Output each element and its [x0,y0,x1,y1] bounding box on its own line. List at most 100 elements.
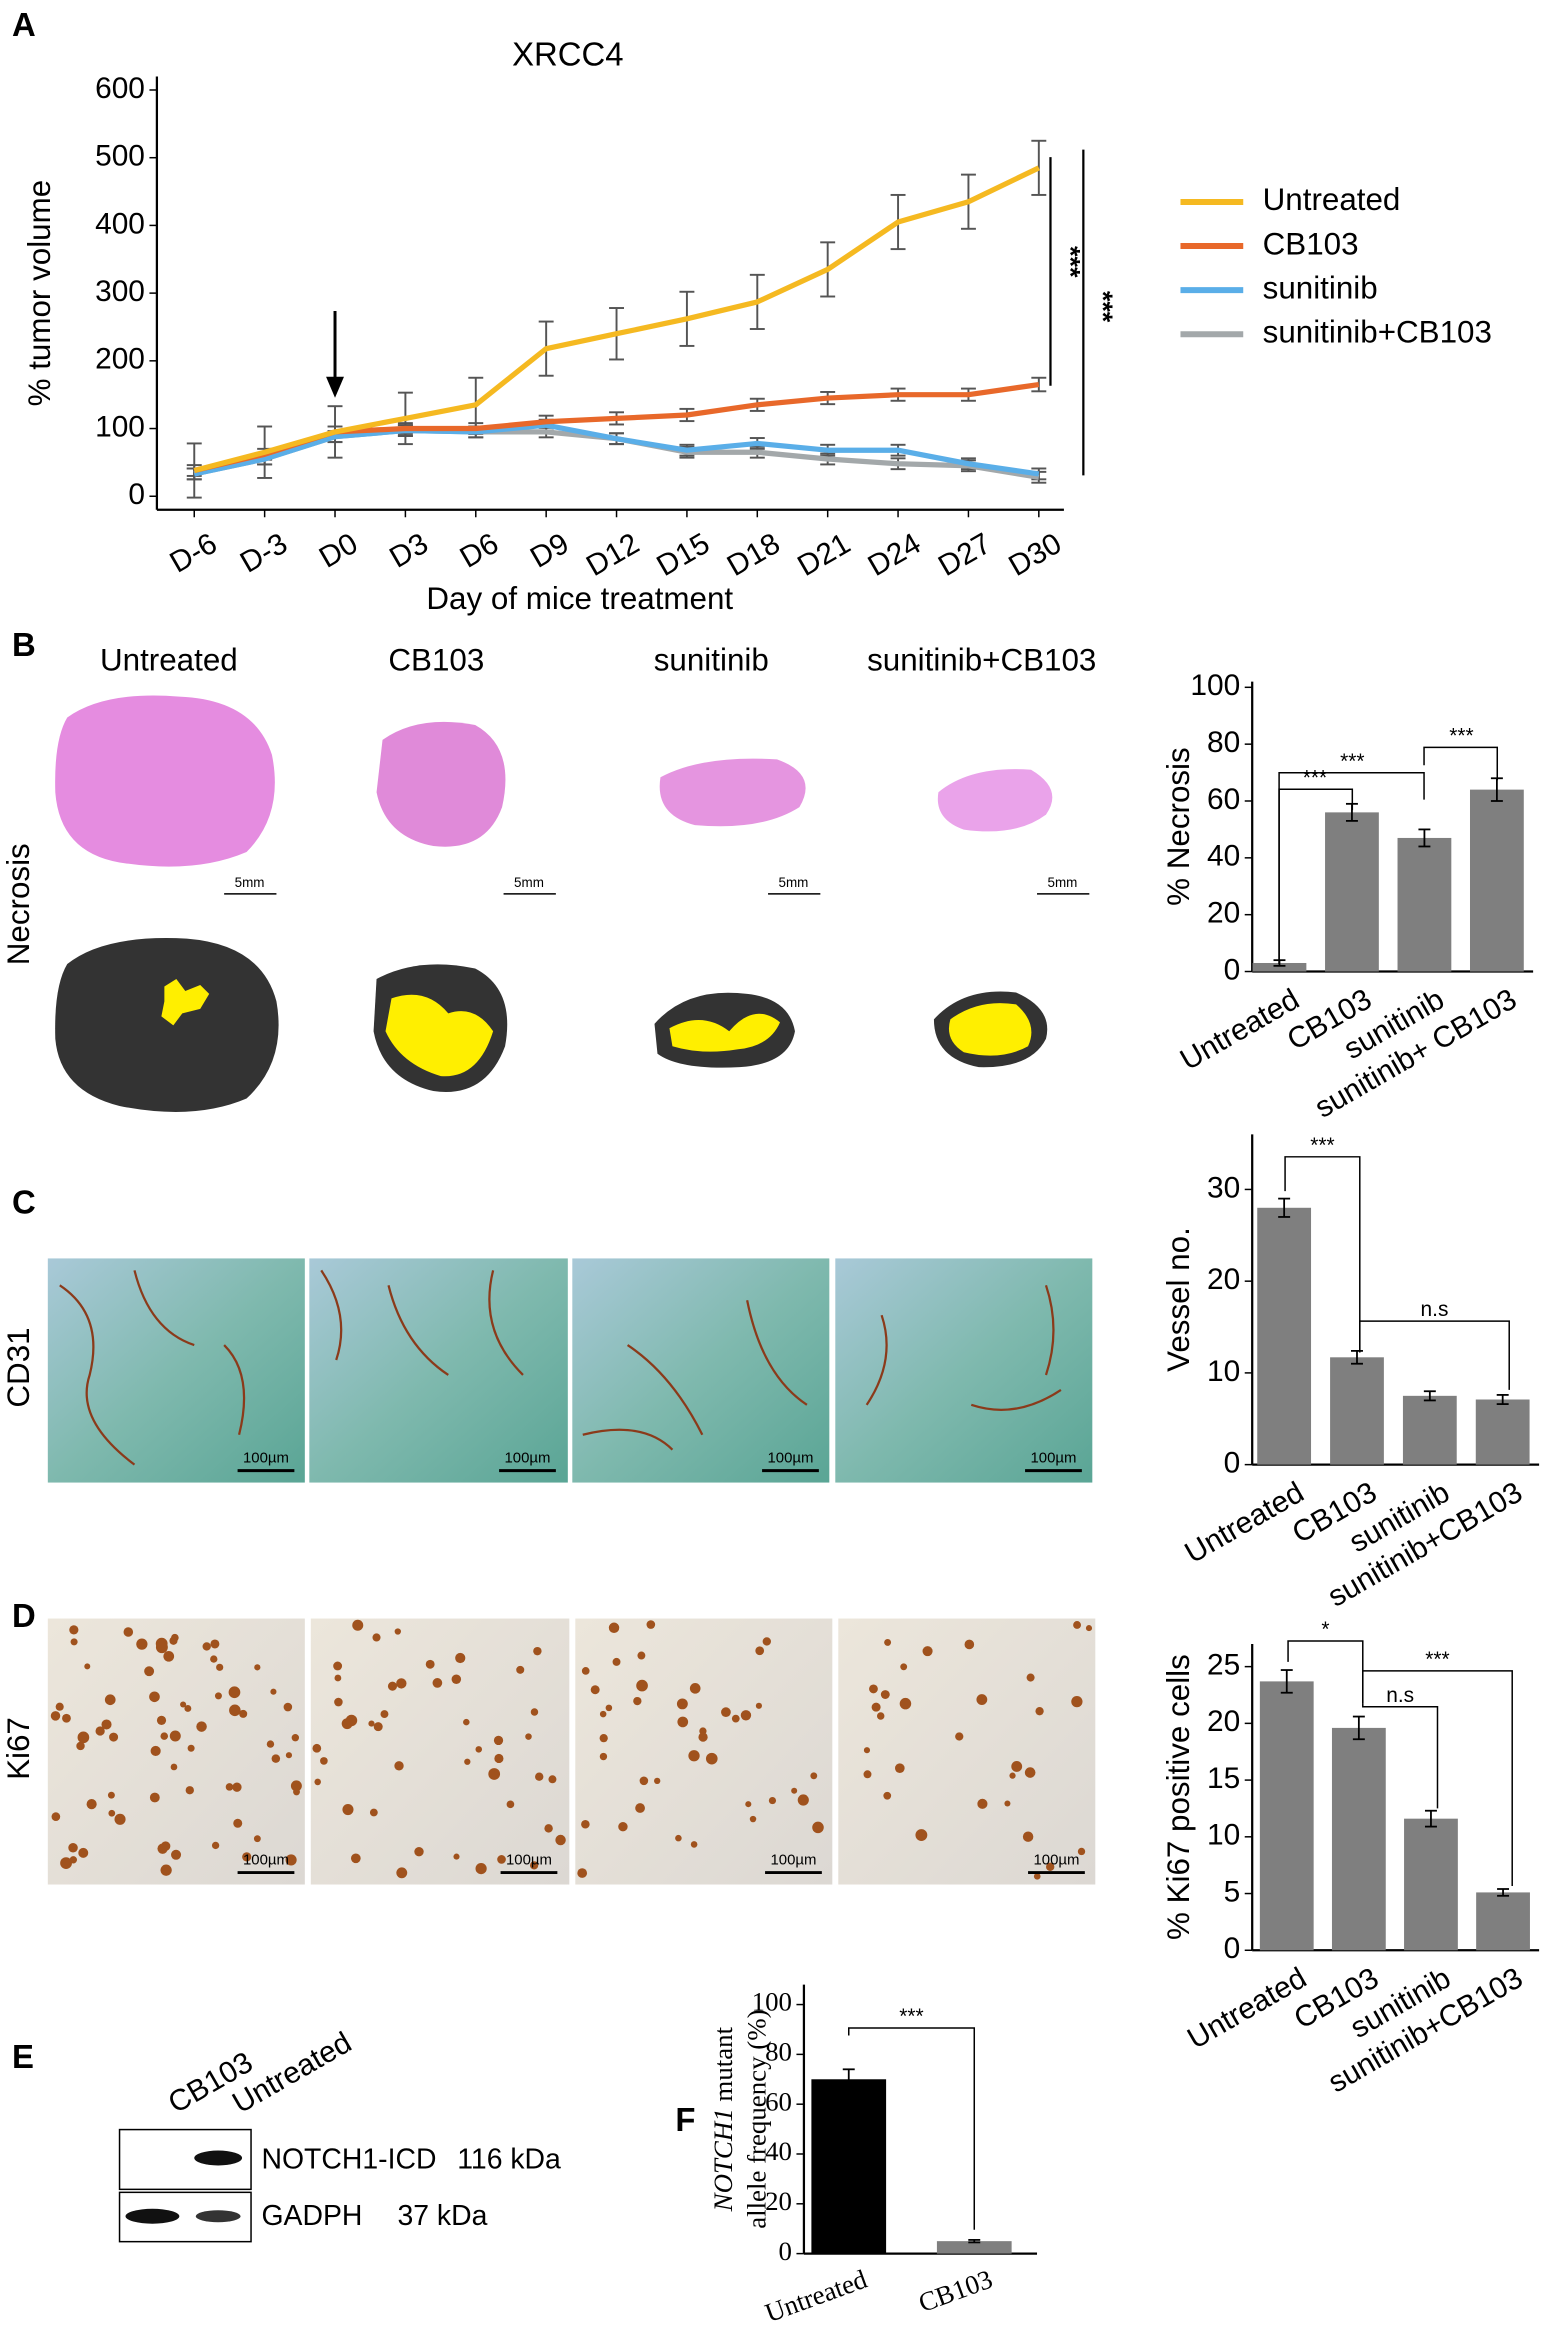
annotation: *** [1449,724,1473,747]
necrosis-images [55,695,1090,1112]
nucleus [414,1846,424,1857]
nucleus [334,1697,343,1707]
nucleus [698,1732,708,1742]
band-name: NOTCH1-ICD [261,2143,436,2175]
y-tick-label: 60 [765,2086,792,2116]
band [125,2208,180,2224]
error-bar [1496,1394,1509,1405]
nucleus [869,1684,878,1694]
nucleus [114,1813,126,1825]
y-tick-label: 0 [1224,953,1241,986]
bar [1257,1207,1312,1465]
error-bar [968,2239,981,2244]
nucleus [155,1637,168,1650]
nucleus [171,1849,182,1860]
y-tick-label: 5 [1224,1875,1241,1908]
nucleus [107,1791,115,1799]
nucleus [136,1638,148,1650]
nucleus [69,1625,79,1635]
nucleus [577,1868,588,1878]
x-tick-label: D27 [933,527,997,583]
annotation: *** [899,2005,923,2028]
nucleus [290,1780,302,1792]
nucleus [581,1667,590,1675]
y-axis-label: Vessel no. [1161,1227,1196,1372]
x-tick-label: D-6 [164,527,222,580]
annotation: * [1321,1618,1329,1641]
legend-label: sunitinib [1263,270,1378,305]
nucleus [871,1702,881,1712]
nucleus [646,1620,656,1629]
significance-bracket [1284,1156,1361,1353]
nucleus [475,1746,483,1753]
necrotic-area [669,1013,781,1052]
panel-letter: B [12,626,36,663]
nucleus [863,1770,872,1779]
nucleus [964,1639,975,1650]
nucleus [1004,1800,1011,1807]
nucleus [202,1642,211,1651]
nucleus [529,1861,539,1870]
nucleus [740,1710,752,1721]
ihc-image [575,1618,833,1885]
nucleus [791,1787,798,1794]
nucleus [525,1733,532,1740]
nucleus [883,1791,892,1800]
nucleus [285,1854,297,1866]
y-tick-label: 400 [95,207,145,240]
y-tick-label: 0 [1224,1932,1241,1965]
x-tick-label: D21 [792,527,856,583]
annotation: *** [1425,1648,1449,1671]
nucleus [493,1735,504,1746]
nucleus [123,1627,134,1637]
nucleus [369,1808,378,1817]
bar [1476,1892,1530,1951]
nucleus [494,1753,504,1764]
panel-letter: E [12,2038,34,2075]
nucleus [180,1701,187,1708]
nucleus [1045,1862,1055,1872]
nucleus [109,1732,119,1742]
bar [1331,1727,1386,1951]
bar [1397,837,1452,972]
nucleus [312,1743,322,1753]
nucleus [55,1702,64,1711]
scale-label: 100µm [767,1450,813,1467]
nucleus [84,1663,91,1670]
nucleus [749,1815,757,1823]
nucleus [185,1786,194,1795]
y-tick-label: 80 [765,2037,792,2067]
error-bar [1352,1715,1365,1741]
nucleus [599,1734,608,1743]
nucleus [812,1821,824,1834]
nucleus [637,1651,646,1660]
nucleus [605,1704,613,1712]
panel-letter: F [675,2101,695,2138]
y-tick-label: 20 [1207,897,1240,930]
significance-bracket [1362,1703,1439,1809]
x-tick-label: D15 [651,527,715,583]
bar [811,2079,887,2254]
nucleus [108,1809,116,1817]
nucleus [497,1855,506,1864]
nucleus [144,1666,155,1677]
nucleus [396,1867,408,1879]
nucleus [654,1777,661,1785]
nucleus [394,1628,401,1635]
nucleus [535,1772,544,1781]
nucleus [239,1709,248,1718]
y-tick-label: 0 [779,2236,792,2266]
nucleus [922,1646,933,1657]
nucleus [69,1856,78,1864]
nucleus [475,1862,487,1875]
nucleus [1009,1772,1016,1779]
nucleus [676,1698,688,1710]
necrotic-area [161,978,210,1026]
nucleus [432,1678,443,1688]
nucleus [394,1761,404,1771]
nucleus [210,1639,220,1649]
nucleus [216,1663,224,1671]
nucleus [721,1707,731,1718]
nucleus [350,1853,361,1864]
y-tick-label: 10 [1207,1819,1240,1852]
